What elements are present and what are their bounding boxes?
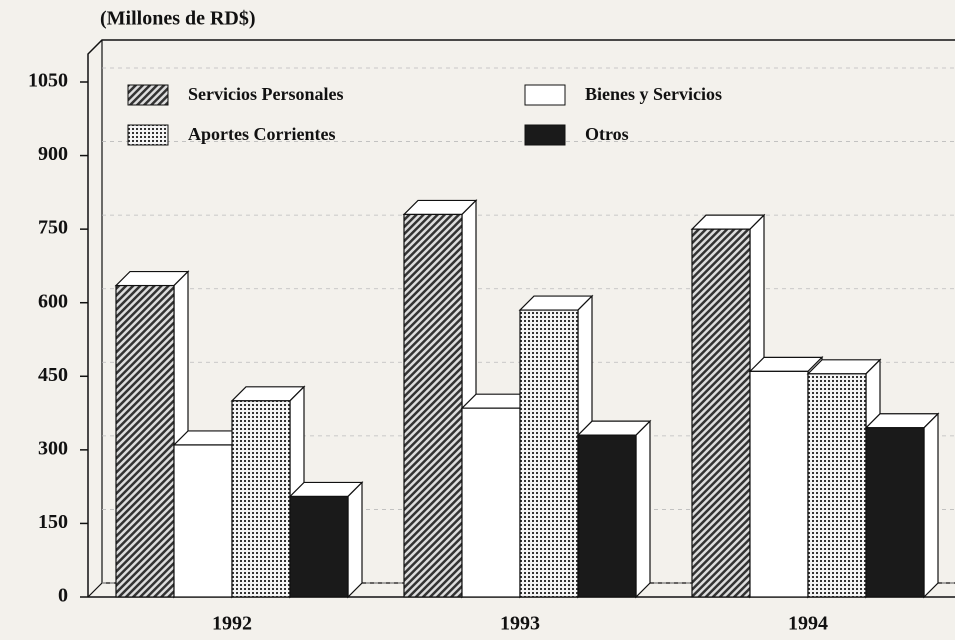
y-tick-label: 600 — [38, 290, 68, 312]
legend-swatch — [127, 124, 169, 146]
bar — [864, 412, 940, 599]
y-tick-label: 900 — [38, 143, 68, 165]
bar — [114, 270, 190, 599]
y-tick-label: 450 — [38, 364, 68, 386]
x-tick-label: 1994 — [788, 613, 828, 635]
y-tick-label: 750 — [38, 217, 68, 239]
x-tick-label: 1993 — [500, 613, 540, 635]
bar-front — [461, 407, 521, 598]
bar — [288, 481, 364, 599]
y-tick-label: 1050 — [28, 70, 68, 92]
legend-label: Servicios Personales — [188, 84, 343, 104]
legend-label: Aportes Corrientes — [188, 124, 335, 144]
y-tick-label: 150 — [38, 511, 68, 533]
legend-label: Bienes y Servicios — [585, 84, 722, 104]
legend-swatch — [524, 84, 566, 106]
bar-front — [403, 213, 463, 598]
y-tick-label: 300 — [38, 437, 68, 459]
y-tick-label: 0 — [58, 585, 68, 607]
floor-edge — [87, 582, 103, 598]
legend-swatch — [127, 84, 169, 106]
bar-front — [577, 434, 637, 598]
bar-side — [923, 412, 939, 599]
back-wall — [87, 39, 955, 597]
bar-front — [115, 284, 175, 598]
legend-label: Otros — [585, 124, 629, 144]
bar-side — [347, 481, 363, 599]
bar-front — [173, 444, 233, 598]
bar-front — [519, 309, 579, 598]
bar-front — [807, 373, 867, 598]
chart-title: (Millones de RD$) — [100, 8, 256, 30]
bar-side — [635, 419, 651, 599]
x-tick-label: 1992 — [212, 613, 252, 635]
legend-swatch — [524, 124, 566, 146]
bar — [576, 419, 652, 599]
bar-front — [691, 228, 751, 598]
bar-front — [749, 370, 809, 598]
bar-front — [231, 400, 291, 598]
bar-front — [289, 495, 349, 598]
bar-front — [865, 427, 925, 598]
